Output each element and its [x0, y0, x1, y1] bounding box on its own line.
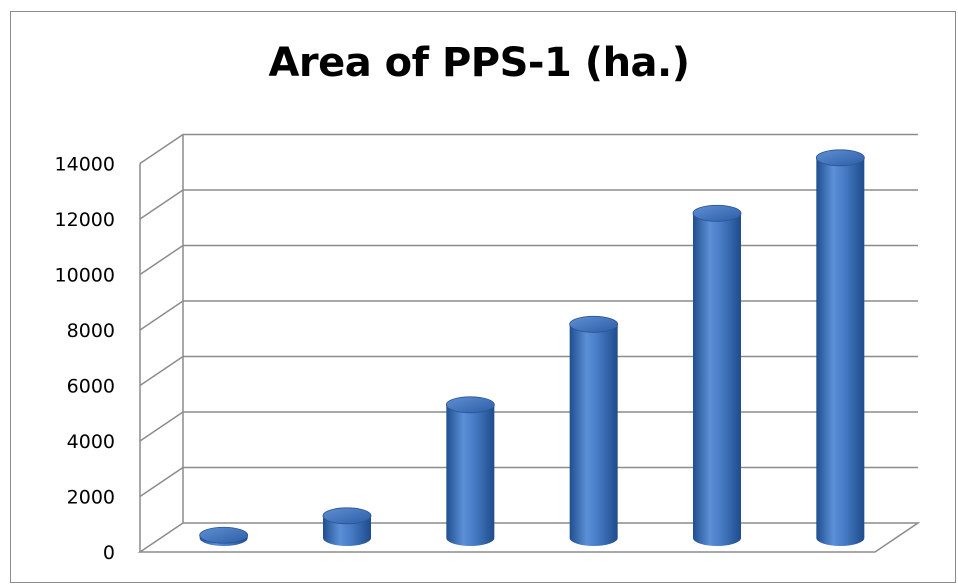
floor: [137, 522, 921, 553]
bars: [199, 149, 865, 546]
bar-body: [569, 324, 618, 546]
chart-title: Area of PPS-1 (ha.): [268, 40, 690, 86]
bar-body: [446, 404, 495, 546]
y-tick-label: 0: [103, 542, 115, 564]
bar-top: [815, 149, 865, 167]
bar-top: [569, 315, 619, 333]
bar: [692, 204, 742, 546]
y-tick-label: 6000: [67, 376, 115, 398]
grid-layer: [137, 133, 921, 553]
y-tick-label: 8000: [67, 320, 115, 342]
bar-top: [322, 507, 372, 525]
bar-top: [445, 396, 495, 414]
bar-top: [692, 204, 742, 222]
bar: [815, 149, 865, 546]
bar: [322, 507, 372, 546]
bar: [569, 315, 619, 546]
y-tick-label: 4000: [67, 431, 115, 453]
bar: [445, 396, 495, 546]
bar: [199, 526, 249, 546]
bar-top: [199, 526, 249, 544]
y-axis: 0 2000 4000 6000 8000 10000 12000 14000: [55, 134, 184, 564]
bar-body: [323, 515, 371, 546]
bar-body: [693, 213, 741, 546]
gridline: [139, 466, 918, 498]
gridline: [139, 244, 918, 276]
y-tick-label: 10000: [55, 265, 115, 287]
y-tick-label: 12000: [55, 209, 115, 231]
gridline: [139, 189, 918, 220]
y-tick-label: 2000: [67, 487, 115, 509]
bar-body: [816, 157, 865, 546]
gridline: [139, 411, 918, 442]
gridline: [139, 355, 918, 387]
y-tick-label: 14000: [55, 154, 115, 176]
gridline: [139, 133, 918, 165]
gridline: [139, 300, 918, 331]
